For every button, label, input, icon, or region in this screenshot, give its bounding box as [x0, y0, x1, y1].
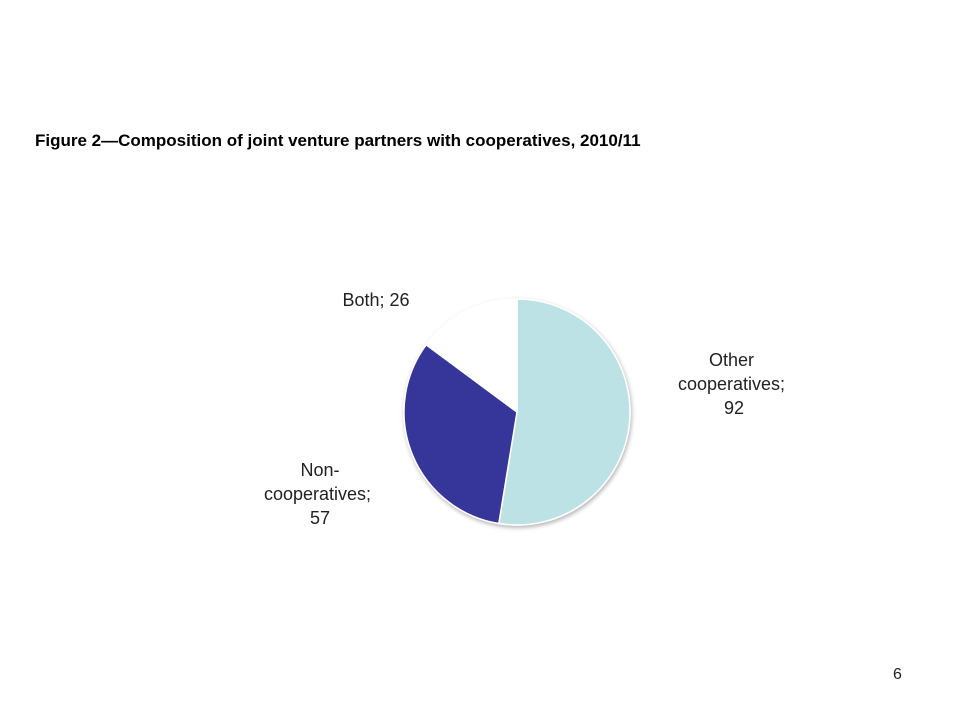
- data-label-line: cooperatives;: [264, 484, 376, 504]
- pie-slice: [403, 343, 518, 525]
- data-label-line: cooperatives;: [678, 374, 790, 394]
- data-label-line: 57: [310, 508, 330, 528]
- data-label-line: Non-: [300, 460, 339, 480]
- data-label: Both; 26: [342, 290, 409, 310]
- data-label-line: 92: [724, 398, 744, 418]
- data-label: Other cooperatives; 92: [678, 350, 790, 418]
- data-label-line: Both; 26: [342, 290, 409, 310]
- chart-title: Figure 2—Composition of joint venture pa…: [35, 131, 641, 150]
- pie-slice: [425, 298, 518, 414]
- page-number: 6: [893, 666, 902, 683]
- pie-slice: [497, 298, 631, 526]
- pie: [403, 298, 631, 526]
- data-label: Non-cooperatives; 57: [264, 460, 376, 528]
- data-label-line: Other: [709, 350, 759, 370]
